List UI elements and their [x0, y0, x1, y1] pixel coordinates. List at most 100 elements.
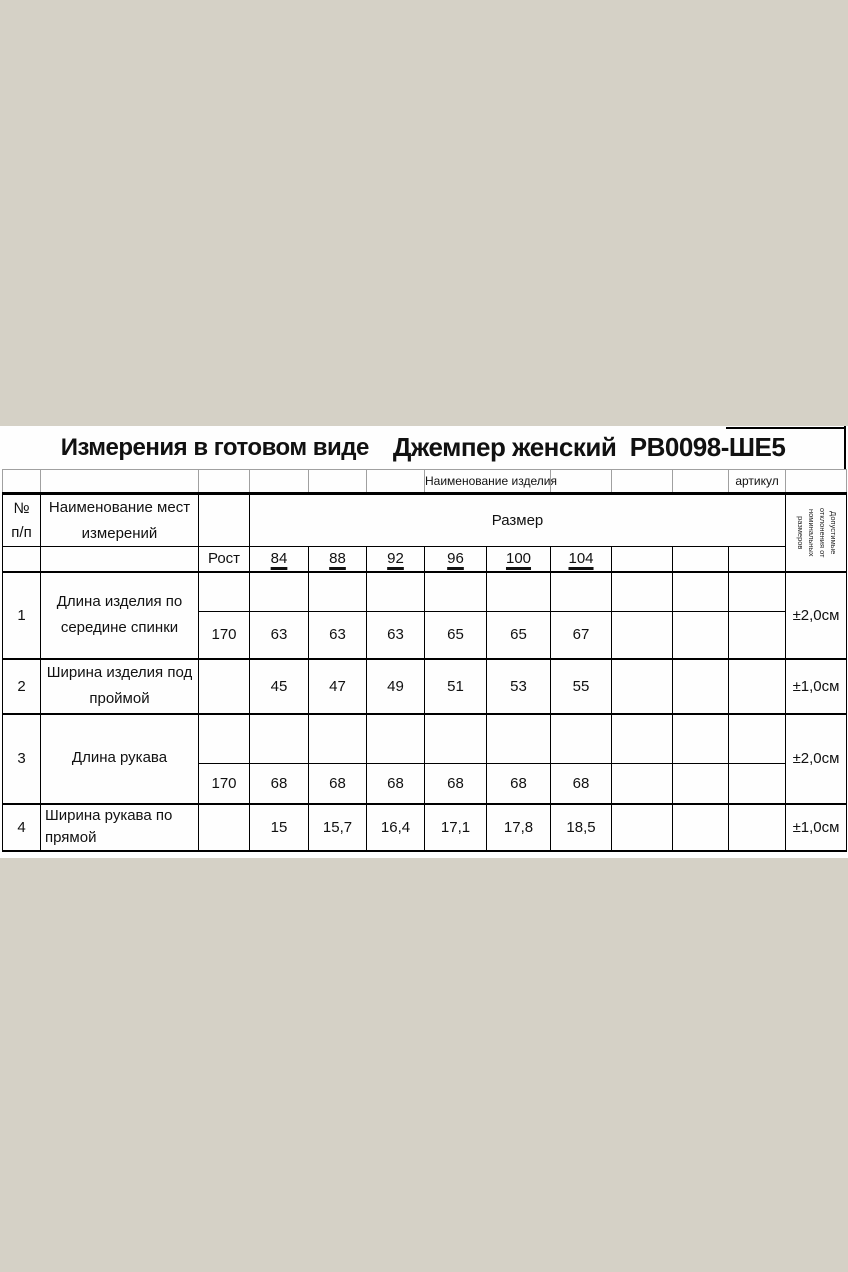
empty-cell	[308, 713, 367, 764]
empty-cell	[728, 803, 787, 852]
empty-cell	[198, 803, 250, 852]
empty-cell	[198, 658, 250, 715]
empty-cell	[366, 713, 425, 764]
row-num: 2	[2, 658, 41, 715]
empty-cell	[611, 713, 674, 764]
empty-cell	[728, 658, 787, 715]
row-num: 4	[2, 803, 41, 852]
row-name: Длина изделия по середине спинки	[40, 571, 199, 660]
empty-cell	[672, 469, 730, 494]
col-header-size-100: 100	[485, 546, 552, 573]
empty-cell	[611, 546, 674, 573]
empty-cell	[366, 571, 425, 612]
value-cell: 16,4	[366, 803, 425, 852]
product-name-label: Наименование изделия	[423, 469, 557, 494]
empty-cell	[728, 713, 787, 764]
empty-cell	[550, 713, 613, 764]
row-name: Ширина изделия под проймой	[40, 658, 199, 715]
value-cell: 18,5	[550, 803, 613, 852]
measurement-sheet: Измерения в готовом виде Джемпер женский…	[0, 426, 848, 858]
value-cell: 45	[249, 658, 309, 715]
empty-cell	[40, 469, 199, 494]
col-header-size-104: 104	[550, 546, 613, 573]
empty-cell	[249, 713, 309, 764]
col-header-num: № п/п	[2, 492, 41, 547]
empty-cell	[611, 469, 674, 494]
empty-cell	[672, 611, 730, 660]
table-row: 170 63 63 63 65 65 67	[3, 611, 847, 660]
empty-cell	[611, 611, 674, 660]
value-cell: 68	[485, 763, 552, 805]
empty-cell	[198, 492, 250, 547]
value-cell: 49	[366, 658, 425, 715]
table-row: 2 Ширина изделия под проймой 45 47 49 51…	[2, 658, 848, 715]
empty-cell	[550, 469, 613, 494]
value-cell: 47	[308, 658, 367, 715]
table-row: 1 Длина изделия по середине спинки ±2,0с…	[2, 571, 848, 660]
value-cell: 55	[550, 658, 613, 715]
table-row: 3 Длина рукава ±2,0см	[2, 713, 848, 805]
row-name: Ширина рукава по прямой	[40, 803, 199, 852]
empty-cell	[672, 658, 730, 715]
empty-cell	[728, 571, 787, 612]
value-cell: 63	[308, 611, 367, 660]
tolerance-value: ±2,0см	[785, 571, 848, 660]
table-row: 170 68 68 68 68 68 68	[3, 763, 847, 805]
empty-cell	[308, 571, 367, 612]
value-cell: 68	[308, 763, 367, 805]
value-cell: 65	[485, 611, 552, 660]
sheet-title: Измерения в готовом виде Джемпер женский…	[2, 426, 846, 469]
header-row-sizes: Рост 84 88 92 96 100 104	[2, 546, 847, 573]
col-header-size-84: 84	[249, 546, 309, 573]
empty-cell	[249, 469, 309, 494]
col-header-tolerance: Допустимые отклонения от номинальных раз…	[785, 492, 848, 573]
tolerance-note-vertical-text: Допустимые отклонения от номинальных раз…	[796, 507, 838, 558]
col-header-size-92: 92	[366, 546, 425, 573]
value-cell: 51	[424, 658, 487, 715]
empty-cell	[198, 469, 250, 494]
value-cell: 67	[550, 611, 613, 660]
row-name: Длина рукава	[40, 713, 199, 805]
empty-cell	[672, 803, 730, 852]
height-value: 170	[198, 763, 250, 805]
empty-cell	[672, 763, 730, 805]
empty-cell	[308, 469, 367, 494]
empty-cell	[611, 571, 674, 612]
row-num: 1	[2, 571, 41, 660]
empty-cell	[424, 713, 487, 764]
height-value: 170	[198, 611, 250, 660]
empty-cell	[424, 571, 487, 612]
empty-cell	[785, 469, 848, 494]
title-measurements: Измерения в готовом виде	[60, 433, 370, 461]
title-product: Джемпер женский РВ0098-ШЕ5	[392, 432, 786, 462]
tolerance-note-wrap: Допустимые отклонения от номинальных раз…	[787, 497, 846, 570]
empty-cell	[672, 546, 730, 573]
empty-cell	[728, 546, 787, 573]
tolerance-value: ±1,0см	[785, 658, 848, 715]
empty-cell	[485, 713, 552, 764]
empty-cell	[198, 571, 250, 612]
tolerance-value: ±1,0см	[785, 803, 848, 852]
value-cell: 65	[424, 611, 487, 660]
empty-cell	[728, 611, 787, 660]
empty-cell	[485, 571, 552, 612]
col-header-places: Наименование мест измерений	[40, 492, 199, 547]
value-cell: 68	[424, 763, 487, 805]
value-cell: 15,7	[308, 803, 367, 852]
empty-cell	[366, 469, 425, 494]
empty-cell	[672, 713, 730, 764]
empty-cell	[249, 571, 309, 612]
value-cell: 53	[485, 658, 552, 715]
value-cell: 17,1	[424, 803, 487, 852]
table-row: 4 Ширина рукава по прямой 15 15,7 16,4 1…	[2, 803, 848, 852]
value-cell: 63	[249, 611, 309, 660]
empty-cell	[611, 763, 674, 805]
row-num: 3	[2, 713, 41, 805]
value-cell: 63	[366, 611, 425, 660]
empty-cell	[611, 658, 674, 715]
col-header-size-88: 88	[308, 546, 367, 573]
empty-cell	[611, 803, 674, 852]
empty-cell	[40, 546, 199, 573]
value-cell: 68	[249, 763, 309, 805]
